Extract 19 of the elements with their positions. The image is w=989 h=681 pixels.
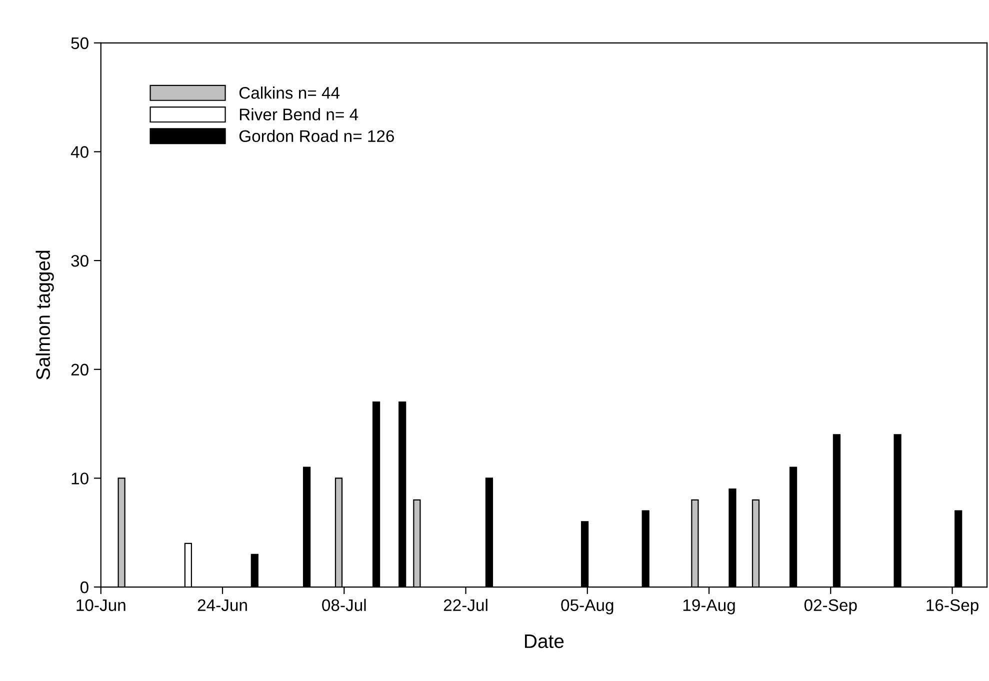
y-tick-label: 30 [71,254,88,267]
y-tick-label: 20 [71,364,88,376]
y-axis-title: Salmon tagged [36,250,54,380]
y-tick-label: 50 [71,37,88,50]
x-tick-label: 16-Sep [926,599,978,614]
x-axis-title: Date [525,634,564,648]
x-tick-label: 10-Jun [76,599,126,612]
x-tick-label: 22-Jul [444,598,488,612]
x-tick-label: 02-Sep [804,599,857,614]
y-tick-label: 0 [80,581,88,594]
y-tick-label: 10 [72,472,88,484]
x-tick-label: 19-Aug [683,599,735,614]
y-tick-label: 40 [70,146,88,158]
legend-label: Gordon Road n= 126 [239,130,394,142]
x-tick-label: 05-Aug [561,599,614,614]
x-tick-label: 24-Jun [198,599,247,612]
legend-label: River Bend n= 4 [240,108,358,120]
x-tick-label: 08-Jul [322,598,366,612]
legend-label: Calkins n= 44 [239,86,340,99]
